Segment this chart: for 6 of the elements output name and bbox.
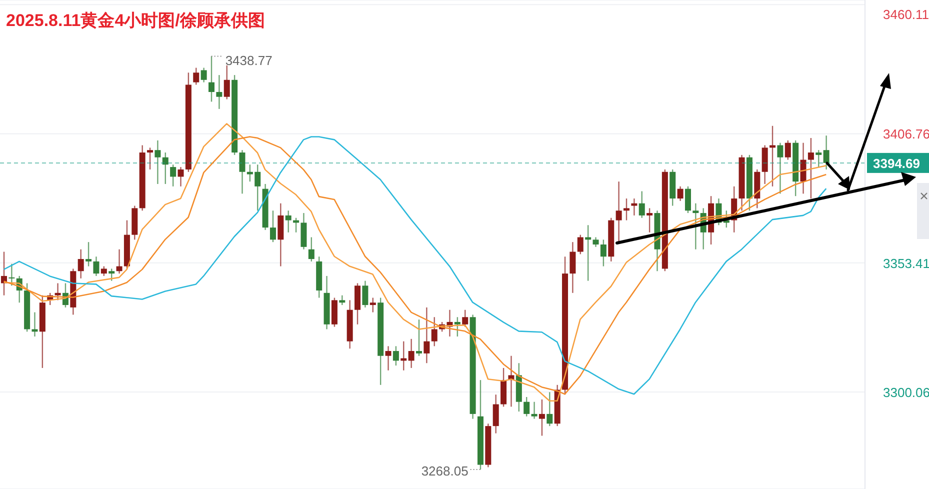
text: 2025.8.11黄金4小时图/徐顾承供图 — [6, 10, 265, 32]
annotation: 3438.77 — [225, 53, 272, 68]
ref-line-label: 3394.69 — [873, 156, 920, 171]
annotation: 3268.05 — [421, 464, 468, 479]
y-tick-label: 3460.11 — [883, 7, 929, 22]
y-tick-label: 3353.41 — [883, 256, 929, 271]
